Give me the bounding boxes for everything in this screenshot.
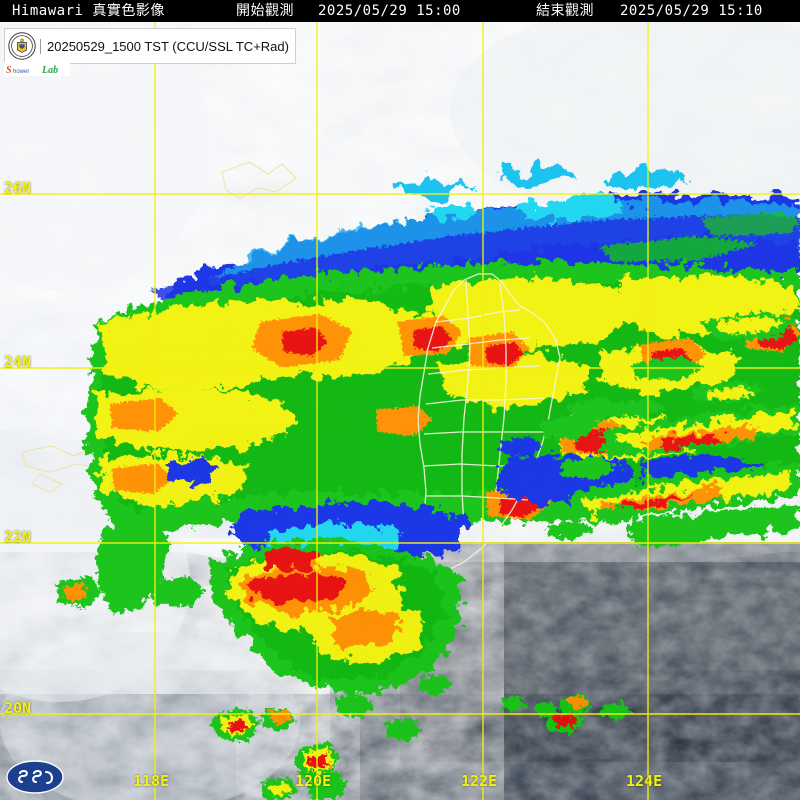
map-canvas[interactable]: 26N 24N 22N 20N 118E 120E 122E 124E — [0, 22, 800, 800]
end-observation-label: 結束觀測 — [536, 3, 594, 19]
shower-lab-sublogo: S hower Lab — [4, 62, 70, 76]
image-label-box: 20250529_1500 TST (CCU/SSL TC+Rad) — [4, 28, 296, 64]
geographic-grid — [0, 22, 800, 800]
echo-bashi-warm-cores — [228, 546, 422, 664]
title-bar: Himawari 真實色影像 開始觀測 2025/05/29 15:00 結束觀… — [0, 0, 800, 22]
satellite-radar-image — [0, 22, 800, 800]
svg-text:Lab: Lab — [41, 65, 58, 76]
echo-southern-cells — [210, 674, 632, 780]
image-label-text: 20250529_1500 TST (CCU/SSL TC+Rad) — [40, 38, 289, 54]
svg-text:hower: hower — [13, 69, 29, 75]
end-observation-time: 2025/05/29 15:10 — [620, 3, 763, 19]
echo-east-scatter — [500, 380, 766, 540]
ssl-oval-badge-icon — [6, 760, 64, 794]
university-seal-icon — [7, 31, 37, 61]
svg-text:S: S — [6, 65, 12, 76]
satellite-title: Himawari 真實色影像 — [12, 3, 165, 19]
echo-southwest-isolated — [262, 772, 348, 800]
echo-west-isolated — [56, 522, 206, 614]
start-observation-label: 開始觀測 — [236, 3, 294, 19]
start-observation-time: 2025/05/29 15:00 — [318, 3, 461, 19]
